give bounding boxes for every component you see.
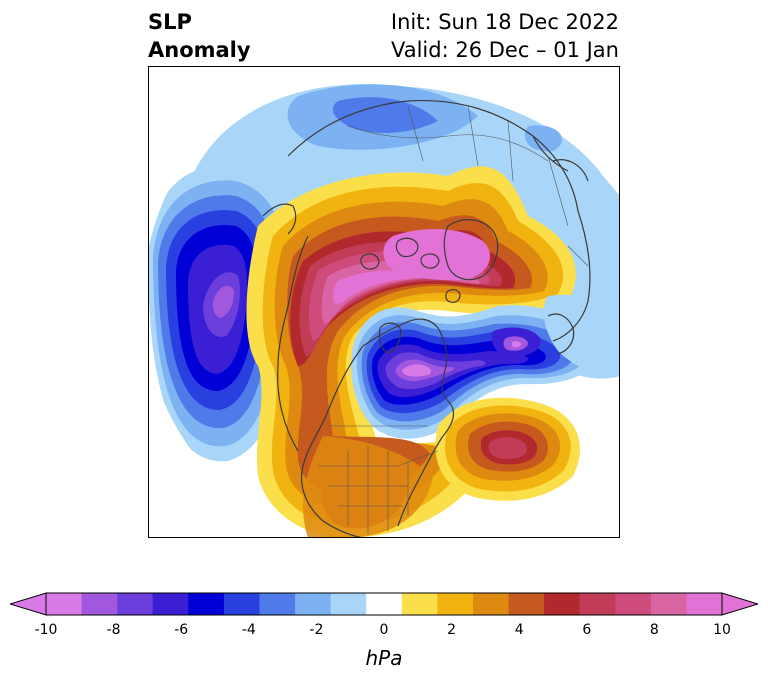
colorbar-cell [223,593,260,615]
colorbar-tick-label: -10 [34,622,58,638]
colorbar-cell [508,593,545,615]
colorbar-cell [615,593,652,615]
colorbar-tick-label: -2 [309,622,324,638]
init-date: Init: Sun 18 Dec 2022 [390,10,619,34]
map-svg [148,66,620,538]
colorbar-frame [45,592,723,616]
colorbar-cell [259,593,296,615]
anomaly-map [148,66,620,538]
colorbar-extend-max [721,592,758,616]
colorbar-tick-label: 0 [379,622,389,638]
colorbar-extend-min [10,592,47,616]
colorbar-tick-label: 2 [447,622,457,638]
colorbar-cell [188,593,225,615]
colorbar-cell [401,593,438,615]
colorbar-unit-label: hPa [365,646,403,670]
colorbar-tick-labels: -10 -8 -6 -4 -2 0 2 4 6 8 10 [0,622,768,642]
colorbar-cell [152,593,189,615]
valid-range: Valid: 26 Dec – 01 Jan [390,38,619,62]
colorbar-cell [686,593,723,615]
title-right: Init: Sun 18 Dec 2022 Valid: 26 Dec – 01… [391,8,619,64]
colorbar-tick-label: 8 [649,622,659,638]
colorbar-tick-label: -4 [241,622,256,638]
colorbar-tick-label: 4 [514,622,524,638]
coastlines [262,99,591,538]
colorbar-cell [117,593,154,615]
colorbar [10,592,758,616]
colorbar-cell [295,593,332,615]
title-subfield: Anomaly [148,38,251,62]
colorbar-cell [437,593,474,615]
colorbar-cell [579,593,616,615]
colorbar-cell [46,593,83,615]
borders [318,105,589,534]
colorbar-tick-label: -6 [174,622,189,638]
map-border [148,66,620,538]
title-field: SLP [148,10,192,34]
colorbar-cell [81,593,118,615]
colorbar-cell [544,593,581,615]
colorbar-cell [330,593,367,615]
colorbar-tick-label: 10 [713,622,731,638]
colorbar-tick-label: -8 [106,622,121,638]
colorbar-tick-label: 6 [582,622,592,638]
colorbar-cell [650,593,687,615]
colorbar-cell [366,593,403,615]
colorbar-cell [472,593,510,615]
title-left: SLP Anomaly [148,8,251,64]
